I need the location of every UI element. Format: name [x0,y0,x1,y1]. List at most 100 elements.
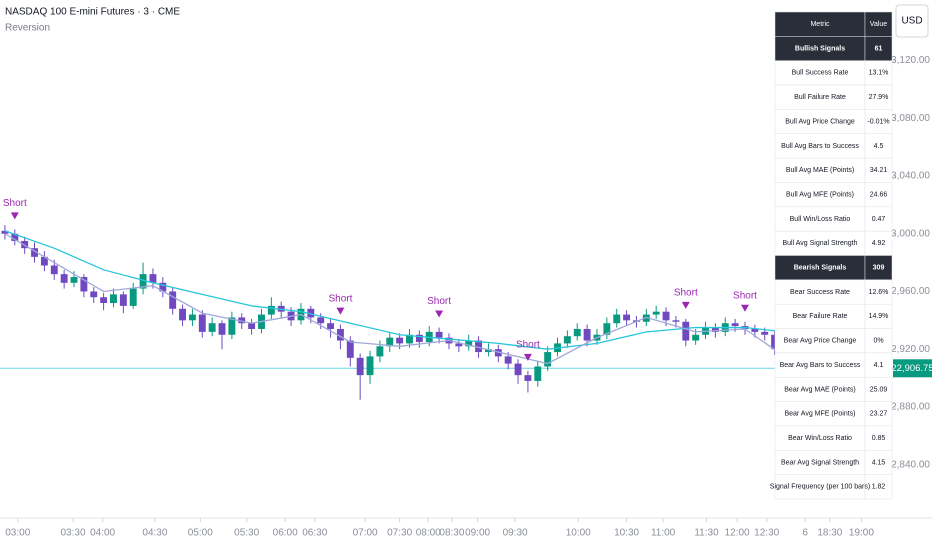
short-signal-label: Short [3,198,27,209]
short-signal [10,212,19,220]
table-metric: Bear Avg MAE (Points) [784,386,855,393]
table-metric: Bullish Signals [795,45,845,52]
table-cell [774,474,866,500]
candle-body [40,256,48,266]
table-cell [864,84,893,110]
table-cell [864,36,893,61]
axis-labels: 23,120.00 23,080.00 23,040.00 23,000.00 22,9… [5,55,932,539]
table-cell [864,425,893,451]
table-cell [864,230,893,256]
last-price-tag [893,359,932,378]
table-cell [774,182,866,208]
table-value: -0.01% [867,118,889,125]
short-signal [523,353,532,361]
x-tick-label: 10:00 [566,528,591,539]
candle-body [100,297,108,304]
candle-body [228,317,236,335]
x-tick-label: 6 [802,528,808,539]
short-signal-label: Short [328,293,352,304]
table-metric: Bull Avg MFE (Points) [786,191,854,198]
x-tick-label: 06:00 [273,528,298,539]
candle-body [60,274,68,283]
candle-body [90,291,98,298]
candle-body [149,274,157,283]
table-cell [864,279,893,305]
candle-body [1,230,9,234]
candle-body [159,282,167,292]
table-value: 1.82 [872,484,886,491]
y-tick-label: 23,120.00 [886,55,931,66]
candle-body [119,294,127,306]
candle-body [415,334,423,342]
candle-body [406,334,413,344]
table-cell [864,328,893,354]
x-tick-label: 11:30 [694,528,719,539]
currency[interactable]: USD [901,16,922,27]
candle-body [70,277,78,283]
y-tick-label: 22,960.00 [886,286,931,297]
candle-body [455,343,463,347]
stats-table: Metric Value Bullish Signals 61 Bull Success… [770,11,893,500]
candle-body [573,328,581,337]
candle-body [376,346,384,357]
currency-box[interactable] [895,4,929,38]
candle-body [514,363,522,376]
candle-body [327,323,335,329]
candle-body [484,349,492,353]
last-price-label: 22,906.75 [891,363,932,374]
table-metric: Bull Avg MAE (Points) [786,167,854,174]
x-tick-label: 09:30 [503,528,528,539]
indicator-line [4,230,785,350]
table-metric: Metric [810,21,830,28]
candle-body [386,337,394,347]
table-metric: Bear Avg Bars to Success [780,362,861,369]
table-cell [774,60,866,86]
candle-body [248,323,256,329]
table-value: Value [870,21,887,28]
candle-body [80,277,88,292]
x-tick-label: 03:30 [61,528,86,539]
candle-body [761,331,769,335]
short-signal [740,304,749,312]
table-metric: Bearish Signals [794,265,847,272]
short-signal-label: Short [427,296,451,307]
table-metric: Bear Avg Price Change [784,338,857,345]
candle-body [31,248,38,257]
table-metric: Bear Avg Signal Strength [781,459,859,466]
plot: Short Short Short Short Short Short [0,198,893,400]
candle-body [169,291,177,309]
table-value: 4.1 [874,362,884,369]
table-cell [864,377,893,402]
candle-body [603,323,611,335]
table-value: 27.9% [869,94,889,101]
x-tick-label: 04:00 [90,528,115,539]
table-metric: Bull Avg Bars to Success [781,143,859,150]
table-cell [864,182,893,208]
candle-body [672,320,680,322]
x-tick-label: 11:00 [651,528,676,539]
table-cell [864,303,893,329]
candle-body [11,233,19,241]
table-cell [774,133,866,159]
table-value: 4.5 [874,143,884,150]
price-axis [893,0,932,550]
candle-body [336,328,344,341]
candle-body [494,349,502,357]
table-value: 0% [873,338,883,345]
symbol-title: NASDAQ 100 E-mini Futures · 3 · CME [5,7,180,18]
table-cell [864,474,893,500]
x-tick-label: 12:00 [725,528,750,539]
short-signal [336,307,345,315]
x-tick-label: 12:30 [754,528,779,539]
candle-body [435,331,443,338]
candle-body [317,317,325,324]
table-metric: Bear Failure Rate [793,313,848,320]
table-metric: Bull Win/Loss Ratio [790,216,851,223]
candle-body [267,305,275,315]
table-value: 13.1% [869,70,889,77]
candle-body [465,340,473,347]
table-cell [864,206,893,232]
table-cell [864,11,893,37]
candle-body [662,311,670,321]
